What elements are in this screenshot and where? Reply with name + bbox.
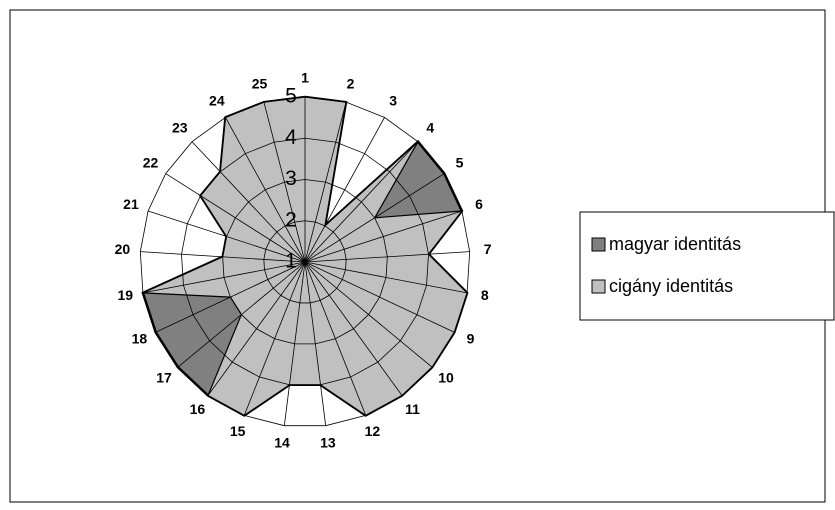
category-label: 18 (132, 331, 148, 347)
spoke (165, 173, 306, 263)
category-label: 2 (347, 75, 355, 91)
category-label: 25 (252, 75, 268, 91)
r-tick-label: 2 (285, 208, 297, 231)
category-label: 5 (456, 155, 464, 171)
category-label: 21 (123, 196, 139, 212)
category-label: 10 (438, 369, 454, 385)
grid-ring (222, 179, 388, 345)
spoke (304, 261, 468, 294)
legend-swatch (591, 279, 606, 294)
legend-label: magyar identitás (609, 234, 741, 254)
spoke (225, 117, 306, 263)
category-label: 23 (172, 119, 188, 135)
category-label: 19 (117, 287, 133, 303)
category-label: 1 (301, 70, 309, 86)
grid-ring (263, 220, 347, 304)
spoke (304, 102, 347, 263)
r-tick-label: 5 (285, 85, 297, 108)
category-label: 4 (426, 119, 434, 135)
category-label: 6 (475, 196, 483, 212)
spoke (147, 210, 306, 263)
r-tick-label: 1 (285, 250, 297, 273)
category-label: 12 (365, 423, 381, 439)
category-label: 20 (115, 241, 131, 257)
spoke (304, 261, 327, 426)
category-label: 9 (467, 331, 475, 347)
category-label: 22 (143, 155, 159, 171)
category-label: 15 (230, 423, 246, 439)
grid-ring (139, 96, 471, 427)
spoke (243, 261, 306, 416)
spoke (191, 141, 306, 263)
spoke (304, 141, 419, 263)
category-label: 14 (274, 434, 290, 450)
legend-swatch (591, 237, 606, 252)
spoke (304, 261, 433, 368)
grid-ring (181, 137, 429, 386)
spoke (142, 261, 306, 294)
spoke (177, 261, 306, 368)
spoke (304, 261, 455, 333)
category-label: 17 (156, 369, 172, 385)
spoke (304, 117, 385, 263)
spoke (155, 261, 306, 333)
category-label: 11 (405, 401, 420, 417)
category-label: 13 (320, 434, 336, 450)
category-label: 24 (209, 92, 225, 108)
legend-label: cigány identitás (609, 276, 733, 296)
spoke (263, 102, 306, 263)
category-label: 7 (484, 241, 492, 257)
r-tick-label: 3 (285, 167, 297, 190)
spoke (207, 261, 306, 396)
legend-box (579, 211, 835, 321)
spoke (304, 173, 445, 263)
category-label: 3 (389, 92, 397, 108)
spoke (304, 251, 470, 263)
spoke (140, 251, 306, 263)
spoke (304, 261, 367, 416)
spoke (304, 261, 403, 396)
category-label: 8 (481, 287, 489, 303)
spoke (283, 261, 306, 426)
category-label: 16 (190, 401, 206, 417)
spoke (304, 210, 463, 263)
r-tick-label: 4 (285, 126, 297, 149)
